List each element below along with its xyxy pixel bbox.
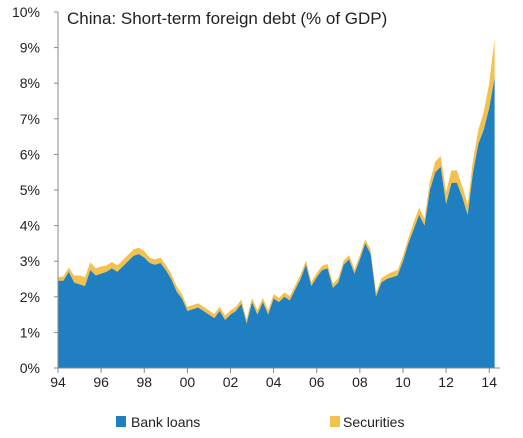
x-tick-label: 96: [93, 374, 109, 390]
legend-label-securities: Securities: [343, 414, 404, 430]
y-tick-label: 10%: [12, 4, 40, 20]
x-tick-label: 00: [180, 374, 196, 390]
y-tick-label: 2%: [20, 289, 40, 305]
x-tick-label: 14: [481, 374, 497, 390]
legend-swatch-bank-loans: [116, 416, 126, 427]
chart-title: China: Short-term foreign debt (% of GDP…: [67, 9, 387, 28]
y-tick-label: 3%: [20, 253, 40, 269]
y-tick-label: 1%: [20, 324, 40, 340]
x-tick-label: 98: [136, 374, 152, 390]
y-tick-label: 5%: [20, 182, 40, 198]
x-tick-label: 02: [223, 374, 239, 390]
y-tick-label: 6%: [20, 146, 40, 162]
x-tick-label: 08: [352, 374, 368, 390]
y-tick-label: 7%: [20, 111, 40, 127]
legend: Bank loans Securities: [116, 414, 404, 430]
x-tick-label: 12: [438, 374, 454, 390]
x-tick-label: 94: [50, 374, 66, 390]
y-tick-label: 4%: [20, 218, 40, 234]
y-tick-label: 0%: [20, 360, 40, 376]
bank-loans-area: [58, 77, 495, 369]
x-tick-label: 10: [395, 374, 411, 390]
x-tick-label: 06: [309, 374, 325, 390]
y-tick-label: 8%: [20, 75, 40, 91]
legend-label-bank-loans: Bank loans: [131, 414, 200, 430]
x-tick-label: 04: [266, 374, 282, 390]
y-tick-label: 9%: [20, 40, 40, 56]
legend-swatch-securities: [330, 416, 340, 427]
